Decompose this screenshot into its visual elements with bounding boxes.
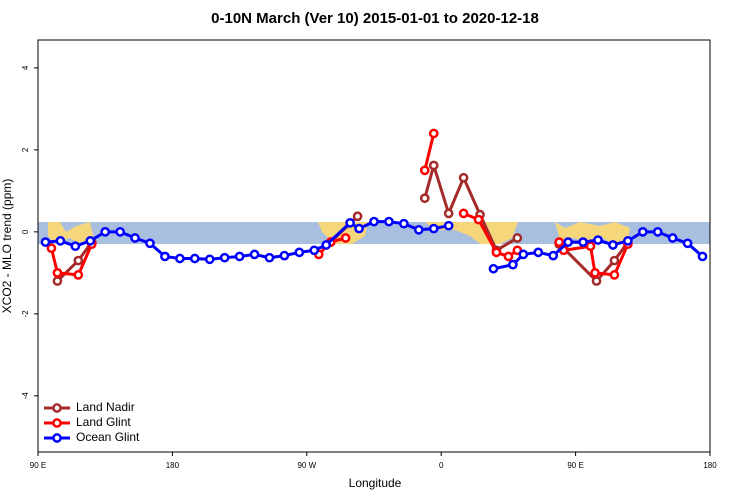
legend-marker xyxy=(52,403,62,413)
point xyxy=(321,240,332,250)
point xyxy=(593,235,603,245)
point xyxy=(52,268,63,278)
point xyxy=(309,245,320,256)
legend-marker xyxy=(52,433,62,443)
point xyxy=(554,237,565,247)
legend-label: Ocean Glint xyxy=(76,430,140,444)
point xyxy=(130,233,140,243)
y-tick-label: -2 xyxy=(21,310,30,318)
point xyxy=(443,208,454,219)
y-tick-label: -4 xyxy=(21,392,30,400)
point xyxy=(682,238,693,249)
x-tick-label: 0 xyxy=(439,461,444,470)
point xyxy=(512,233,523,243)
point xyxy=(40,237,51,247)
point xyxy=(70,241,81,252)
point xyxy=(413,224,424,235)
point xyxy=(219,252,230,263)
point xyxy=(234,251,245,262)
point xyxy=(623,236,633,246)
legend-label: Land Glint xyxy=(76,415,131,429)
point xyxy=(399,218,409,229)
point xyxy=(590,268,600,278)
point xyxy=(279,250,290,261)
point xyxy=(384,216,394,227)
point xyxy=(667,233,678,243)
point xyxy=(428,160,439,171)
point xyxy=(503,251,514,262)
point xyxy=(85,236,96,246)
point xyxy=(443,220,454,231)
plot-frame xyxy=(37,39,711,453)
y-tick-label: 2 xyxy=(21,147,30,152)
point xyxy=(488,263,499,274)
point xyxy=(508,259,518,270)
point xyxy=(189,253,200,264)
point xyxy=(115,227,125,237)
x-axis-label: Longitude xyxy=(349,476,402,490)
point xyxy=(264,252,275,263)
point xyxy=(458,208,469,219)
point xyxy=(55,236,66,246)
point xyxy=(518,249,529,260)
chart-title: 0-10N March (Ver 10) 2015-01-01 to 2020-… xyxy=(211,10,539,27)
point xyxy=(175,253,185,264)
point xyxy=(369,216,379,227)
point xyxy=(73,255,84,266)
y-tick-label: 4 xyxy=(21,65,30,70)
ocean-band xyxy=(38,222,710,244)
point xyxy=(419,165,430,176)
x-tick-label: 180 xyxy=(703,461,717,470)
point xyxy=(458,172,469,183)
point xyxy=(73,270,84,280)
point xyxy=(46,243,57,254)
land-patch xyxy=(555,222,630,244)
point xyxy=(563,237,573,247)
point xyxy=(354,223,364,234)
point xyxy=(419,193,430,204)
point xyxy=(294,247,305,258)
point xyxy=(340,233,351,243)
x-tick-label: 180 xyxy=(166,461,180,470)
x-tick-label: 90 E xyxy=(567,461,583,470)
point xyxy=(52,276,63,286)
point xyxy=(578,237,588,247)
point xyxy=(204,254,215,265)
point xyxy=(473,214,484,225)
point xyxy=(428,223,439,234)
point xyxy=(428,128,439,139)
point xyxy=(145,238,155,249)
point xyxy=(585,241,596,252)
point xyxy=(345,217,355,228)
point xyxy=(100,227,111,237)
point xyxy=(491,247,502,258)
point xyxy=(533,247,544,258)
point xyxy=(352,211,363,222)
point xyxy=(591,276,602,286)
y-axis-label: XCO2 - MLO trend (ppm) xyxy=(0,179,14,314)
legend-label: Land Nadir xyxy=(76,400,135,414)
point xyxy=(160,251,170,262)
x-tick-label: 90 E xyxy=(30,461,46,470)
point xyxy=(609,270,620,280)
point xyxy=(548,250,559,261)
point xyxy=(637,227,648,237)
point xyxy=(609,255,620,266)
y-tick-label: 0 xyxy=(21,229,30,234)
point xyxy=(249,249,260,260)
point xyxy=(608,240,618,250)
x-tick-label: 90 W xyxy=(297,461,316,470)
point xyxy=(652,227,663,237)
legend-marker xyxy=(52,418,62,428)
point xyxy=(697,251,708,262)
